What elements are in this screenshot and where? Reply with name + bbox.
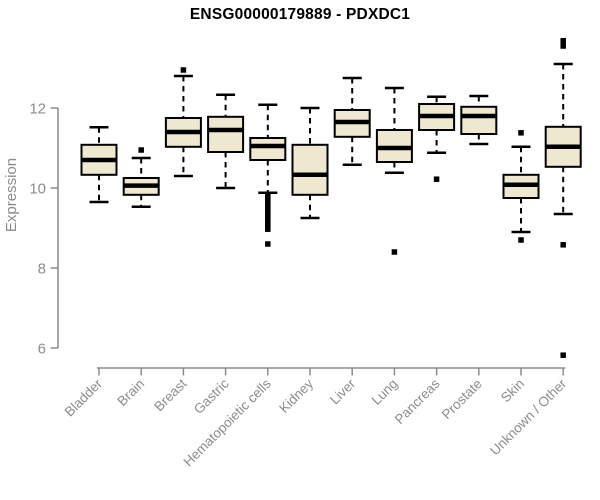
x-tick-label: Breast — [151, 376, 189, 414]
outlier-point — [265, 209, 271, 215]
x-tick-label: Lung — [369, 376, 401, 408]
y-tick-label: 12 — [29, 101, 46, 118]
x-tick-label: Liver — [327, 376, 359, 408]
boxplot-breast — [164, 67, 202, 178]
iqr-box — [291, 143, 329, 196]
outlier-point — [560, 352, 566, 358]
y-tick-label: 6 — [38, 341, 46, 358]
outlier-point — [265, 215, 271, 221]
outlier-point — [560, 242, 566, 248]
boxplot-lung — [375, 86, 413, 255]
iqr-box — [460, 105, 498, 136]
x-tick-label: Unknown / Other — [487, 376, 570, 459]
boxplot-prostate — [460, 94, 498, 146]
x-tick-label: Bladder — [62, 376, 106, 420]
x-tick-label: Pancreas — [392, 376, 443, 427]
outlier-point — [518, 237, 524, 243]
x-tick-label: Kidney — [276, 376, 316, 416]
outlier-point — [265, 218, 271, 224]
boxplot-bladder — [80, 125, 118, 204]
chart-title: ENSG00000179889 - PDXDC1 — [189, 6, 411, 23]
x-tick-label: Prostate — [439, 376, 485, 422]
outlier-point — [138, 147, 144, 153]
boxplot-skin — [502, 130, 540, 243]
boxplot-liver — [333, 76, 371, 167]
outlier-point — [265, 212, 271, 218]
outlier-point — [265, 226, 271, 232]
y-tick-label: 8 — [38, 261, 46, 278]
boxplot-gastric — [207, 93, 245, 190]
outlier-point — [265, 221, 271, 227]
outlier-point — [518, 130, 524, 136]
outlier-point — [560, 43, 566, 49]
outlier-point — [265, 201, 271, 207]
outlier-point — [265, 192, 271, 198]
outlier-point — [391, 249, 398, 255]
boxplot-hematopoietic-cells — [249, 103, 287, 247]
y-axis-title: Expression — [3, 158, 20, 232]
x-tick-label: Brain — [114, 376, 147, 409]
outlier-point — [265, 195, 271, 201]
y-axis: 6 8 10 12 Expression — [3, 101, 59, 358]
outlier-point — [180, 67, 187, 73]
boxplot-kidney — [291, 106, 329, 220]
x-tick-label: Gastric — [191, 376, 232, 417]
outlier-point — [265, 241, 271, 247]
boxplot-unknown-other — [544, 38, 582, 358]
outlier-point — [265, 206, 271, 212]
boxplot-brain — [122, 147, 160, 209]
outlier-point — [433, 176, 440, 182]
boxplot-pancreas — [418, 95, 456, 182]
y-tick-label: 10 — [29, 181, 46, 198]
iqr-box — [207, 115, 245, 154]
outlier-point — [560, 38, 566, 44]
x-tick-label: Skin — [498, 376, 527, 405]
iqr-box — [249, 137, 287, 161]
outlier-point — [265, 198, 271, 204]
